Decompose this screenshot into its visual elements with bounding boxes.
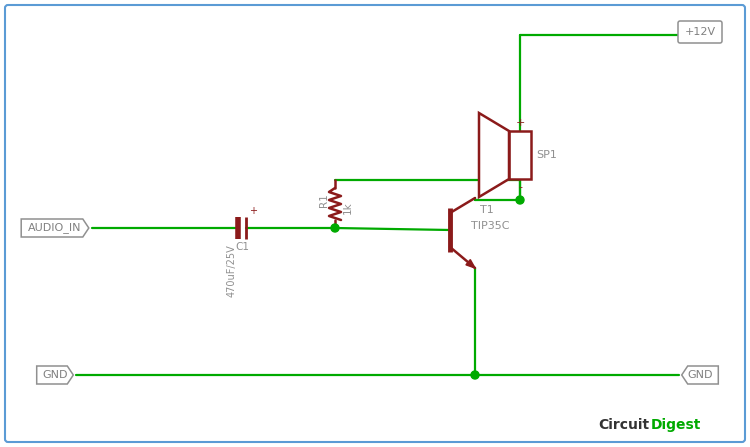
Text: Digest: Digest [651, 418, 701, 432]
Text: Circuit: Circuit [598, 418, 649, 432]
Text: +: + [515, 118, 525, 128]
Circle shape [516, 196, 524, 204]
Text: T1: T1 [480, 205, 494, 215]
Text: TIP35C: TIP35C [471, 221, 509, 231]
Polygon shape [21, 219, 88, 237]
Text: 470uF/25V: 470uF/25V [227, 244, 237, 297]
Polygon shape [466, 260, 475, 268]
Polygon shape [682, 366, 718, 384]
Text: C1: C1 [235, 242, 249, 252]
Text: AUDIO_IN: AUDIO_IN [28, 223, 82, 233]
Circle shape [471, 371, 479, 379]
Text: R1: R1 [319, 193, 329, 207]
Text: SP1: SP1 [536, 150, 556, 160]
FancyBboxPatch shape [678, 21, 722, 43]
Text: +: + [249, 206, 257, 216]
Text: 1k: 1k [343, 202, 353, 215]
Bar [509, 131, 531, 179]
Circle shape [331, 224, 339, 232]
Polygon shape [479, 113, 509, 197]
Text: +12V: +12V [685, 27, 716, 37]
Text: -: - [518, 182, 522, 192]
FancyBboxPatch shape [5, 5, 745, 442]
Text: GND: GND [687, 370, 712, 380]
Polygon shape [37, 366, 74, 384]
Text: GND: GND [42, 370, 68, 380]
